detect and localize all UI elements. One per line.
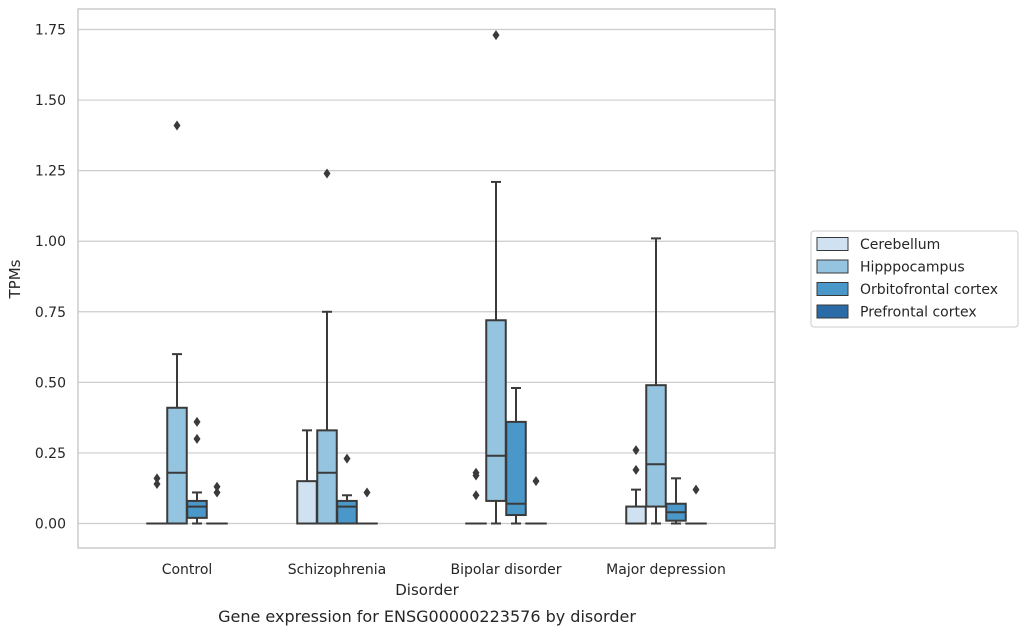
outlier-point bbox=[632, 445, 640, 456]
box-2-1 bbox=[336, 453, 358, 525]
box-1-1 bbox=[316, 168, 338, 525]
box-2-2 bbox=[505, 387, 527, 525]
outlier-point bbox=[193, 433, 201, 444]
box-3-3 bbox=[685, 484, 707, 525]
x-tick-label: Control bbox=[162, 562, 213, 578]
outlier-point bbox=[213, 487, 221, 498]
outlier-point bbox=[193, 416, 201, 427]
y-tick-labels: 0.00 0.25 0.50 0.75 1.00 1.25 1.50 1.75 bbox=[35, 23, 66, 533]
box-body bbox=[296, 480, 318, 525]
box-body bbox=[505, 420, 527, 517]
box-1-0 bbox=[166, 120, 188, 525]
legend-label: Prefrontal cortex bbox=[860, 305, 977, 321]
box-body bbox=[485, 319, 507, 502]
box-1-3 bbox=[645, 237, 667, 525]
outlier-point bbox=[532, 476, 540, 487]
y-tick-label: 1.00 bbox=[35, 234, 66, 250]
box-2-3 bbox=[665, 477, 687, 525]
outlier-point bbox=[472, 490, 480, 501]
legend: Cerebellum Hipppocampus Orbitofrontal cort… bbox=[810, 230, 1019, 328]
outlier-point bbox=[153, 473, 161, 484]
box-body bbox=[166, 406, 188, 525]
y-tick-label: 0.75 bbox=[35, 305, 66, 321]
outlier-point bbox=[363, 487, 371, 498]
y-tick-label: 0.50 bbox=[35, 375, 66, 391]
outlier-point bbox=[323, 168, 331, 179]
box-body bbox=[625, 505, 647, 525]
outlier-point bbox=[472, 470, 480, 481]
legend-swatch bbox=[816, 237, 849, 251]
box-2-0 bbox=[186, 416, 208, 525]
chart-caption: Gene expression for ENSG00000223576 by d… bbox=[218, 607, 636, 626]
box-body bbox=[186, 499, 208, 519]
y-axis-label: TPMs bbox=[6, 259, 24, 299]
x-tick-label: Major depression bbox=[606, 562, 726, 578]
box-0-3 bbox=[625, 445, 647, 525]
x-tick-label: Schizophrenia bbox=[288, 562, 386, 578]
legend-label: Hipppocampus bbox=[860, 260, 965, 276]
outlier-point bbox=[343, 453, 351, 464]
box-3-0 bbox=[206, 481, 228, 525]
plot-frame bbox=[77, 8, 776, 549]
box-0-0 bbox=[146, 473, 168, 525]
outlier-point bbox=[632, 464, 640, 475]
legend-swatch bbox=[816, 282, 849, 296]
x-tick-label: Bipolar disorder bbox=[450, 562, 561, 578]
y-tick-label: 0.25 bbox=[35, 446, 66, 462]
legend-frame bbox=[810, 230, 1019, 328]
y-tick-label: 0.00 bbox=[35, 517, 66, 533]
box-3-1 bbox=[356, 487, 378, 525]
box-0-2 bbox=[465, 467, 487, 525]
y-tick-label: 1.75 bbox=[35, 23, 66, 39]
legend-label: Orbitofrontal cortex bbox=[860, 282, 998, 298]
box-body bbox=[645, 384, 667, 508]
legend-swatch bbox=[816, 304, 849, 319]
outlier-point bbox=[692, 484, 700, 495]
x-tick-labels: Control Schizophrenia Bipolar disorder Majo… bbox=[162, 562, 726, 578]
x-axis-label: Disorder bbox=[395, 581, 459, 599]
legend-swatch bbox=[816, 259, 849, 274]
outlier-point bbox=[492, 30, 500, 41]
outlier-point bbox=[213, 481, 221, 492]
y-tick-label: 1.25 bbox=[35, 164, 66, 180]
box-1-2 bbox=[485, 30, 507, 525]
y-tick-label: 1.50 bbox=[35, 93, 66, 109]
grid-lines bbox=[78, 28, 775, 525]
outlier-point bbox=[153, 478, 161, 489]
outlier-point bbox=[173, 120, 181, 131]
box-0-1 bbox=[296, 429, 318, 525]
box-body bbox=[316, 429, 338, 525]
box-3-2 bbox=[525, 476, 547, 525]
box-body bbox=[336, 499, 358, 525]
legend-label: Cerebellum bbox=[860, 237, 940, 253]
boxes bbox=[146, 30, 707, 525]
